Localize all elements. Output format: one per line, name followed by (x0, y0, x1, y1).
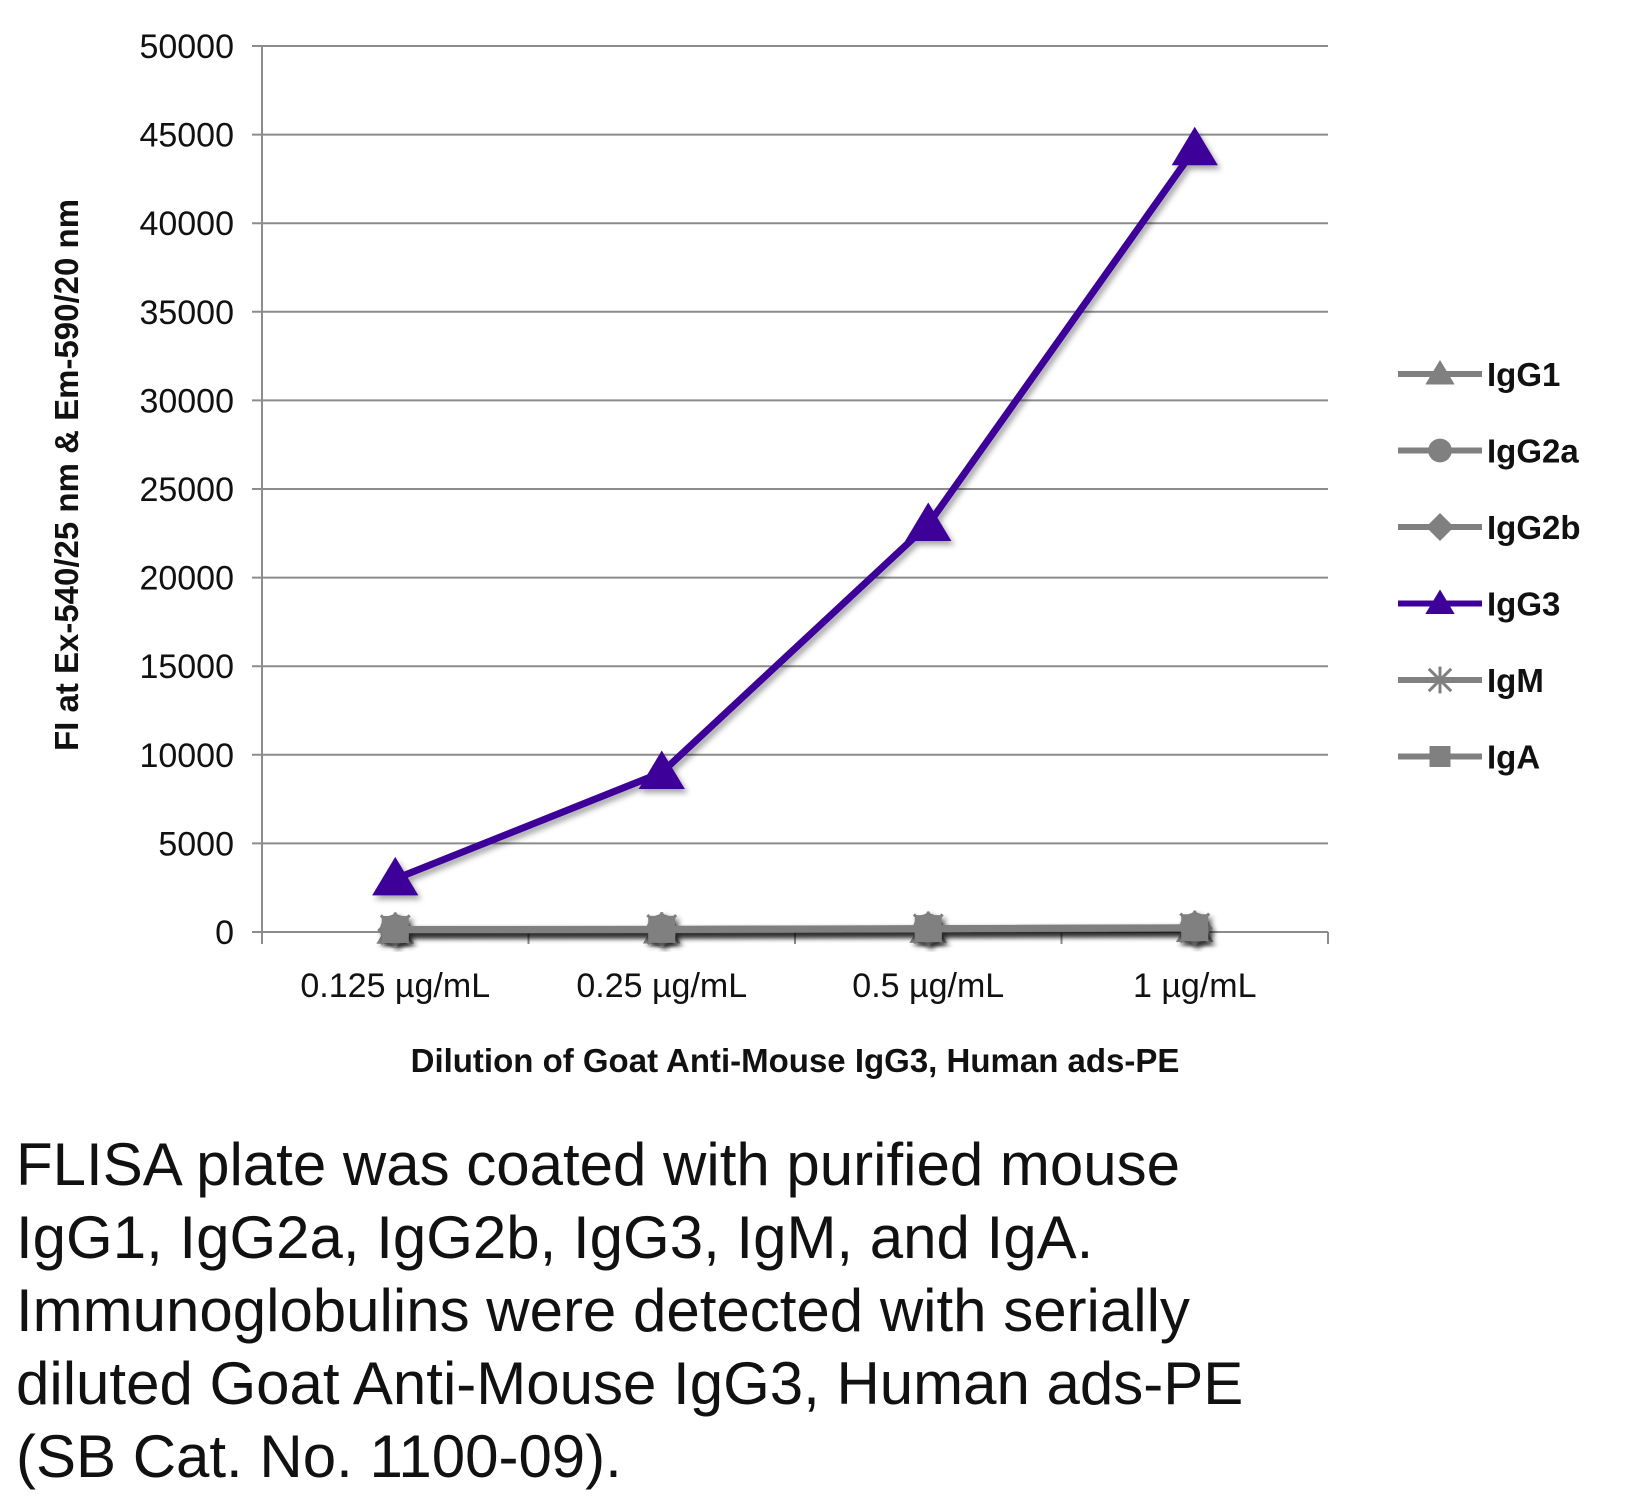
legend-marker-iga (1429, 746, 1451, 767)
y-tick-label: 20000 (139, 560, 234, 598)
data-point-igg3 (372, 856, 419, 896)
legend-label-igg3: IgG3 (1487, 586, 1560, 623)
legend-label-igm: IgM (1487, 662, 1544, 699)
legend-marker-igm (1427, 666, 1453, 694)
data-point-iga (1181, 914, 1209, 942)
figure-caption: FLISA plate was coated with purified mou… (16, 1128, 1576, 1493)
legend: IgG1 IgG2a IgG2b IgG3 IgM IgA (1398, 356, 1581, 776)
x-tick-label: 0.125 µg/mL (300, 967, 490, 1005)
y-tick-label: 25000 (139, 471, 234, 509)
legend-item-igg2a: IgG2a (1398, 433, 1579, 470)
legend-item-iga: IgA (1398, 739, 1540, 776)
caption-line: IgG1, IgG2a, IgG2b, IgG3, IgM, and IgA. (16, 1204, 1094, 1271)
data-point-iga (914, 915, 942, 943)
y-tick-label: 5000 (158, 825, 234, 863)
legend-item-igg2b: IgG2b (1398, 509, 1581, 546)
data-point-igg3 (1171, 126, 1218, 166)
data-point-igg3 (905, 502, 952, 541)
y-tick-label: 35000 (139, 294, 234, 332)
series-igg3 (372, 126, 1218, 896)
legend-item-igg1: IgG1 (1398, 356, 1560, 393)
y-tick-label: 10000 (139, 737, 234, 775)
legend-label-igg2a: IgG2a (1487, 433, 1579, 470)
data-point-iga (648, 915, 676, 943)
legend-label-iga: IgA (1487, 739, 1540, 776)
caption-line: FLISA plate was coated with purified mou… (16, 1131, 1180, 1198)
y-tick-label: 45000 (139, 117, 234, 155)
x-axis-title: Dilution of Goat Anti-Mouse IgG3, Human … (411, 1042, 1180, 1079)
caption-line: (SB Cat. No. 1100-09). (16, 1423, 622, 1490)
series-line-igg3 (393, 146, 1198, 883)
legend-label-igg2b: IgG2b (1487, 509, 1581, 546)
x-tick-label: 0.5 µg/mL (852, 967, 1004, 1005)
y-axis-title: FI at Ex-540/25 nm & Em-590/20 nm (48, 199, 85, 751)
legend-marker-igg3 (1425, 589, 1455, 614)
legend-item-igm: IgM (1398, 662, 1544, 699)
x-tick-label: 1 µg/mL (1133, 967, 1257, 1005)
caption-line: Immunoglobulins were detected with seria… (16, 1277, 1190, 1344)
legend-marker-igg2a (1428, 438, 1452, 463)
series-line-iga (395, 924, 1195, 934)
y-tick-label: 40000 (139, 205, 234, 243)
gridlines (252, 45, 1328, 933)
legend-marker-igg2b (1426, 513, 1454, 541)
axes: 0 5000 10000 15000 20000 25000 30000 35000 40000… (139, 28, 1329, 1005)
data-point-iga (381, 916, 409, 944)
legend-marker-igg1 (1425, 360, 1455, 385)
y-tick-label: 50000 (139, 28, 234, 66)
data-point-igg3 (638, 750, 685, 790)
series (372, 126, 1218, 949)
legend-item-igg3: IgG3 (1398, 586, 1560, 623)
caption-line: diluted Goat Anti-Mouse IgG3, Human ads-… (16, 1350, 1244, 1417)
series-iga (381, 914, 1209, 944)
y-tick-label: 15000 (139, 648, 234, 686)
x-tick-label: 0.25 µg/mL (576, 967, 747, 1005)
legend-label-igg1: IgG1 (1487, 356, 1560, 393)
y-tick-label: 0 (215, 914, 234, 952)
line-chart: 0 5000 10000 15000 20000 25000 30000 35000 40000… (48, 28, 1581, 1079)
y-tick-label: 30000 (139, 382, 234, 420)
